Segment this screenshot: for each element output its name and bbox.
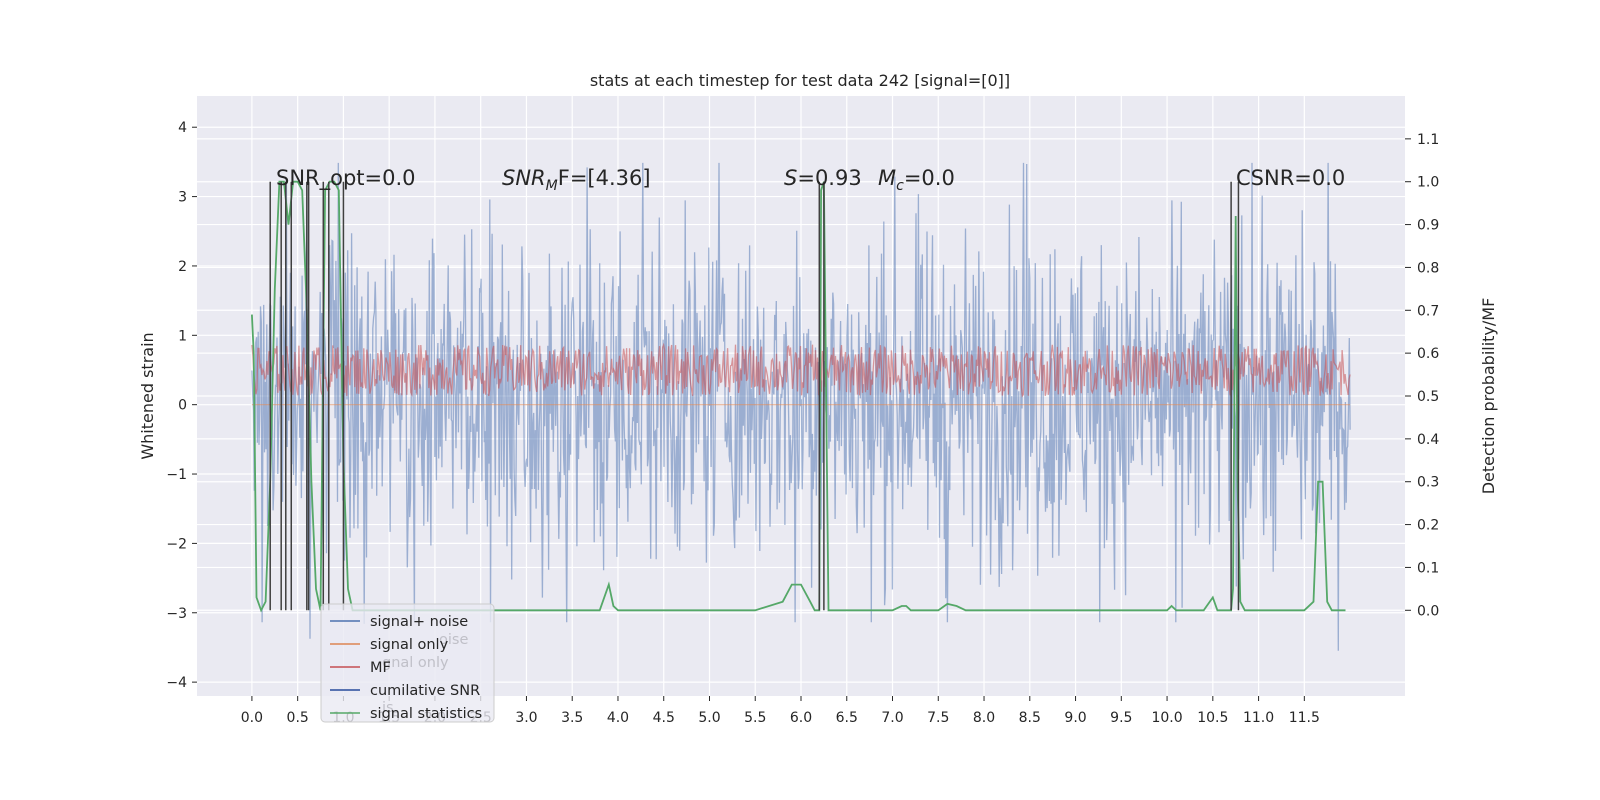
annotation-s: S=0.93 <box>784 166 862 190</box>
annotation-snr-mf-sub: M <box>546 178 558 194</box>
signal-statistics-line <box>251 180 1346 613</box>
y-tick-label: 3 <box>178 190 187 206</box>
x-tick-label: 11.5 <box>1289 710 1320 726</box>
x-tick-label: 10.0 <box>1151 710 1182 726</box>
y-tick-label: 4 <box>178 120 187 136</box>
x-tick-label: 0.5 <box>287 710 309 726</box>
series-cumilative-snr <box>269 181 1240 611</box>
annotation-csnr: CSNR=0.0 <box>1236 166 1345 190</box>
x-tick-label: 3.5 <box>561 710 583 726</box>
y-tick-label: −4 <box>166 675 187 691</box>
x-tick-label: 5.0 <box>698 710 720 726</box>
series-signal-plus-noise <box>251 162 1351 651</box>
chart-title: stats at each timestep for test data 242… <box>590 71 1010 90</box>
x-tick-label: 3.0 <box>515 710 537 726</box>
x-tick-label: 0.0 <box>241 710 263 726</box>
y2-tick-label: 0.3 <box>1417 475 1439 491</box>
annotation-s-label: S <box>784 166 797 190</box>
annotation-mc-value: =0.0 <box>904 166 955 190</box>
y2-tick-label: 1.0 <box>1417 175 1439 191</box>
y-axis-ticks: 4 3 2 1 0 −1 −2 −3 −4 <box>166 120 197 691</box>
legend: oise gnal only is signal+ noise signal on… <box>320 603 495 723</box>
x-tick-label: 9.5 <box>1110 710 1132 726</box>
x-tick-label: 10.5 <box>1197 710 1228 726</box>
y2-tick-label: 1.1 <box>1417 132 1439 148</box>
legend-label-3: cumilative SNR <box>370 683 480 699</box>
series-mf <box>251 342 1351 398</box>
annotation-s-value: =0.93 <box>797 166 861 190</box>
annotation-snr-mf-rest: F=[4.36] <box>558 166 651 190</box>
x-tick-label: 5.5 <box>744 710 766 726</box>
signal-plus-noise-line <box>251 162 1351 651</box>
y2-tick-label: 0.6 <box>1417 346 1439 362</box>
annotation-mc-base: M <box>878 166 896 190</box>
y-axis-label: Whitened strain <box>138 332 157 459</box>
x-tick-label: 8.5 <box>1019 710 1041 726</box>
x-tick-label: 9.0 <box>1064 710 1086 726</box>
y2-tick-label: 0.2 <box>1417 518 1439 534</box>
y2-axis-ticks: 1.1 1.0 0.9 0.8 0.7 0.6 0.5 0.4 0.3 0.2 0.1 0.0 <box>1405 132 1439 619</box>
y2-tick-label: 0.1 <box>1417 560 1439 576</box>
y2-tick-label: 0.4 <box>1417 432 1439 448</box>
x-tick-label: 8.0 <box>973 710 995 726</box>
x-tick-label: 6.5 <box>836 710 858 726</box>
legend-label-0: signal+ noise <box>370 614 468 630</box>
x-tick-label: 7.0 <box>881 710 903 726</box>
y2-tick-label: 0.8 <box>1417 260 1439 276</box>
annotation-snr-opt: SNR_opt=0.0 <box>276 166 416 191</box>
legend-ghost-1: oise <box>439 632 468 648</box>
x-tick-label: 4.5 <box>653 710 675 726</box>
series-signal-statistics <box>251 180 1346 613</box>
x-tick-label: 7.5 <box>927 710 949 726</box>
y-tick-label: −3 <box>166 606 187 622</box>
annotation-snr-mf-base: SNR <box>502 166 546 190</box>
y2-tick-label: 0.7 <box>1417 303 1439 319</box>
legend-ghost-2: gnal only <box>382 655 449 671</box>
annotation-snr-mf: SNRMF=[4.36] <box>502 166 651 194</box>
y2-axis-label: Detection probability/MF <box>1479 298 1498 495</box>
legend-label-4: signal statistics <box>370 706 482 722</box>
mf-line <box>251 342 1351 398</box>
y2-tick-label: 0.5 <box>1417 389 1439 405</box>
legend-label-1: signal only <box>370 637 449 653</box>
y-tick-label: 2 <box>178 259 187 275</box>
legend-entries: signal+ noise signal only MF cumilative SNR… <box>330 614 482 722</box>
y2-tick-label: 0.0 <box>1417 603 1439 619</box>
annotations: SNR_opt=0.0 SNRMF=[4.36] S=0.93 Mc=0.0 C… <box>276 166 1345 194</box>
legend-label-2: MF <box>370 660 391 676</box>
y-tick-label: 1 <box>178 328 187 344</box>
legend-box <box>320 603 495 723</box>
x-tick-label: 4.0 <box>607 710 629 726</box>
x-tick-label: 6.0 <box>790 710 812 726</box>
annotation-mc: Mc=0.0 <box>878 166 955 194</box>
y-tick-label: 0 <box>178 398 187 414</box>
x-tick-label: 11.0 <box>1243 710 1274 726</box>
annotation-mc-sub: c <box>896 178 904 194</box>
y2-tick-label: 0.9 <box>1417 218 1439 234</box>
legend-ghost-3: is <box>382 700 394 716</box>
y-tick-label: −2 <box>166 536 187 552</box>
y-tick-label: −1 <box>166 467 187 483</box>
